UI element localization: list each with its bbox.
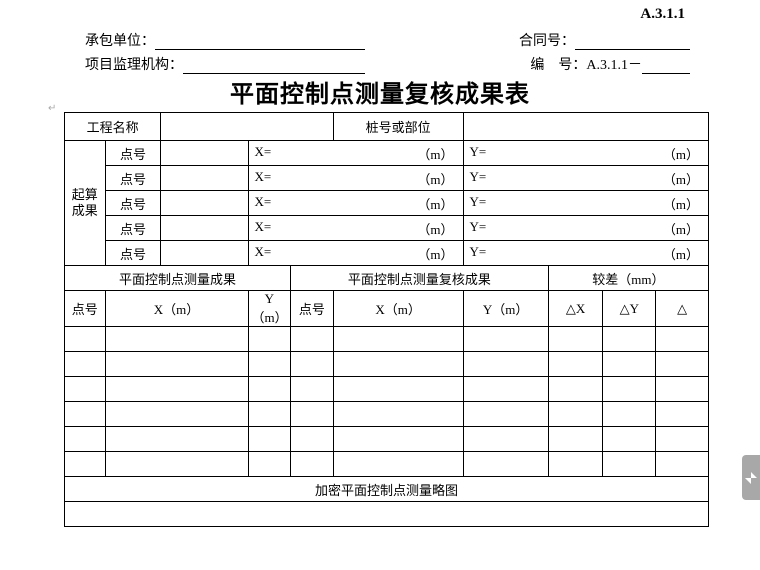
contractor-label: 承包单位： [85, 30, 365, 50]
col-xm: X（m） [105, 291, 248, 327]
data-row [65, 327, 709, 352]
point-val [161, 216, 248, 241]
col-pt2: 点号 [291, 291, 334, 327]
data-row [65, 377, 709, 402]
header-block: 承包单位： 合同号： 项目监理机构： 编 号：A.3.1.1－ [85, 30, 710, 78]
y-cell: Y=（m） [463, 191, 708, 216]
col-d: △ [656, 291, 709, 327]
point-val [161, 141, 248, 166]
contract-no-label: 合同号： [519, 30, 690, 50]
y-cell: Y=（m） [463, 241, 708, 266]
supervisor-label: 项目监理机构： [85, 54, 365, 74]
point-val [161, 191, 248, 216]
side-tab[interactable] [742, 455, 760, 500]
point-no: 点号 [105, 141, 161, 166]
section-c: 较差（mm） [548, 266, 708, 291]
station-label: 桩号或部位 [333, 113, 463, 141]
x-cell: X=（m） [248, 191, 463, 216]
data-row [65, 402, 709, 427]
x-cell: X=（m） [248, 141, 463, 166]
serial-no-label: 编 号：A.3.1.1－ [530, 54, 690, 74]
point-val [161, 241, 248, 266]
y-cell: Y=（m） [463, 216, 708, 241]
data-row [65, 427, 709, 452]
footer-label: 加密平面控制点测量略图 [65, 477, 709, 502]
point-no: 点号 [105, 191, 161, 216]
section-b: 平面控制点测量复核成果 [291, 266, 549, 291]
col-pt: 点号 [65, 291, 106, 327]
data-row [65, 352, 709, 377]
anchor-mark: ↵ [48, 103, 56, 114]
page-title: 平面控制点测量复核成果表 [0, 74, 760, 109]
project-name-label: 工程名称 [65, 113, 161, 141]
point-val [161, 166, 248, 191]
doc-code: A.3.1.1 [640, 6, 685, 23]
data-row [65, 452, 709, 477]
point-no: 点号 [105, 166, 161, 191]
project-name-value [161, 113, 333, 141]
x-cell: X=（m） [248, 166, 463, 191]
col-dy: △Y [603, 291, 656, 327]
footer-blank [65, 502, 709, 527]
y-cell: Y=（m） [463, 166, 708, 191]
col-xm2: X（m） [333, 291, 463, 327]
y-cell: Y=（m） [463, 141, 708, 166]
point-no: 点号 [105, 216, 161, 241]
main-table: 工程名称 桩号或部位 起算成果 点号 X=（m） Y=（m） 点号 X=（m） … [64, 112, 709, 527]
station-value [463, 113, 708, 141]
section-a: 平面控制点测量成果 [65, 266, 291, 291]
col-dx: △X [548, 291, 603, 327]
x-cell: X=（m） [248, 241, 463, 266]
col-ym2: Y（m） [463, 291, 548, 327]
calc-result-label: 起算成果 [65, 141, 106, 266]
x-cell: X=（m） [248, 216, 463, 241]
point-no: 点号 [105, 241, 161, 266]
col-ym: Y（m） [248, 291, 291, 327]
